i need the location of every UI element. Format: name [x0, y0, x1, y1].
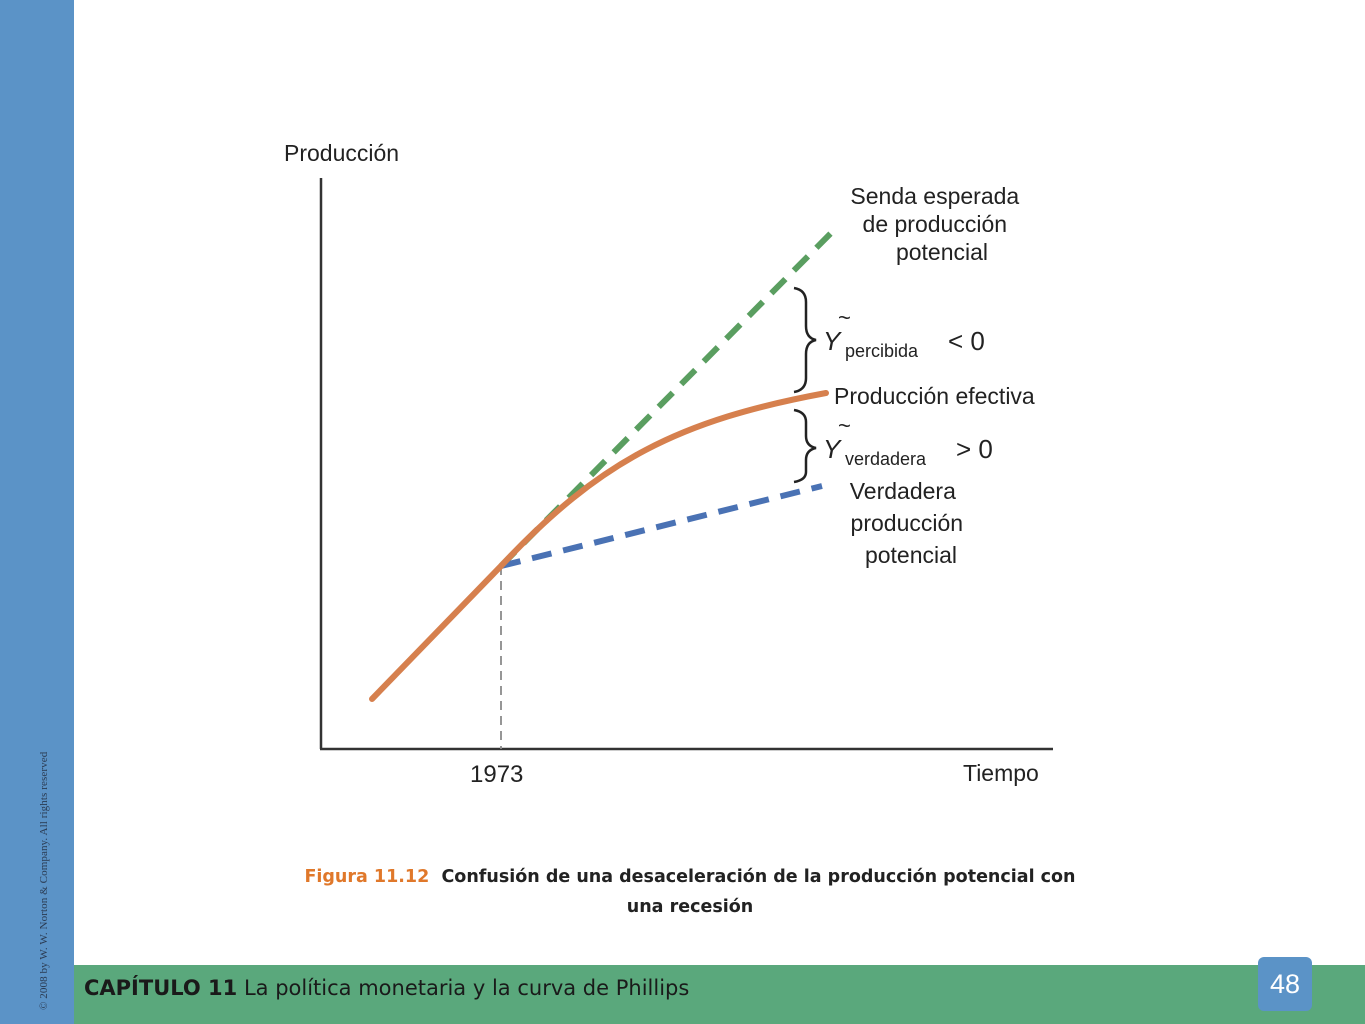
perceived-gap-relation: < 0 [948, 326, 985, 356]
footer-bar [74, 965, 1365, 1024]
true-gap-label: Y verdadera > 0 [823, 434, 993, 469]
figure-number: Figura 11.12 [304, 867, 430, 887]
true-gap-symbol: Y [823, 434, 842, 464]
perceived-gap-symbol: Y [823, 326, 842, 356]
expected-label-line-3: potencial [896, 239, 988, 265]
x-axis-label: Tiempo [963, 760, 1039, 786]
true-gap-subscript: verdadera [845, 449, 927, 469]
y-axis-label: Producción [284, 140, 399, 166]
true-gap-tilde: ~ [838, 413, 851, 438]
true-potential-label: Verdadera producción potencial [850, 478, 970, 568]
expected-label-line-1: Senda esperada [850, 183, 1019, 209]
chapter-name: La política monetaria y la curva de Phil… [243, 976, 690, 1000]
true-label-line-3: potencial [865, 542, 957, 568]
perceived-gap-brace [793, 286, 817, 394]
expected-line-label: Senda esperada de producción potencial [850, 183, 1025, 265]
figure-caption-text: Confusión de una desaceleración de la pr… [441, 867, 1076, 917]
true-gap-relation: > 0 [956, 434, 993, 464]
true-label-line-2: producción [851, 510, 964, 536]
true-potential-line [500, 483, 823, 569]
actual-output-curve [369, 390, 829, 702]
x-tick-1973: 1973 [470, 761, 523, 788]
chapter-title: CAPÍTULO 11 La política monetaria y la c… [84, 976, 689, 1000]
true-gap-brace [793, 408, 817, 484]
figure-caption: Figura 11.12 Confusión de una desacelera… [300, 862, 1080, 922]
perceived-gap-tilde: ~ [838, 305, 851, 330]
perceived-gap-subscript: percibida [845, 341, 919, 361]
actual-output-label: Producción efectiva [834, 383, 1035, 409]
expected-label-line-2: de producción [863, 211, 1008, 237]
page-number-badge: 48 [1258, 957, 1312, 1011]
true-label-line-1: Verdadera [850, 478, 956, 504]
perceived-gap-label: Y percibida < 0 [823, 326, 985, 361]
chapter-number: CAPÍTULO 11 [84, 976, 238, 1000]
left-sidebar-bar [0, 0, 74, 1024]
page-number: 48 [1269, 968, 1301, 999]
